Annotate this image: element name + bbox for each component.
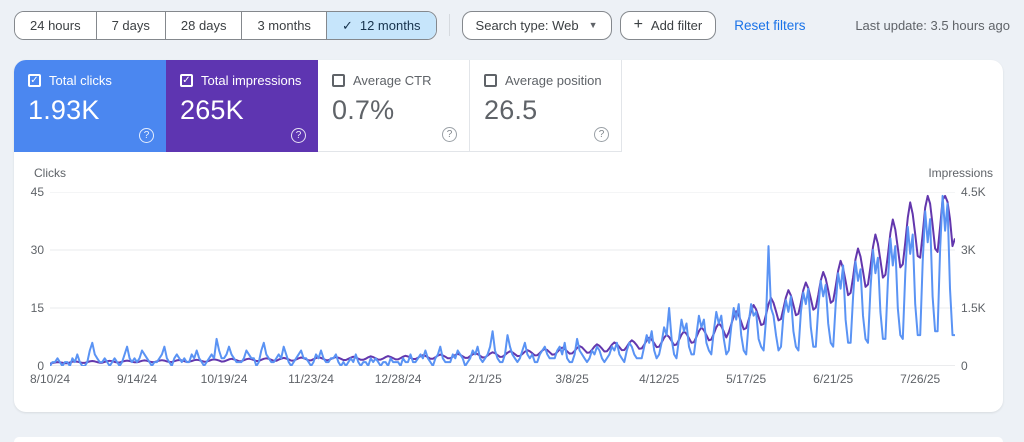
date-axis-tick: 4/12/25 [639, 372, 680, 386]
date-range-24-hours[interactable]: 24 hours [15, 11, 96, 39]
date-range-label: 3 months [257, 17, 311, 33]
date-axis-tick: 12/28/24 [374, 372, 422, 386]
chart-plot-area[interactable] [50, 192, 955, 366]
impressions-axis-tick: 3K [961, 243, 976, 257]
metrics-row-filler [622, 60, 1003, 152]
metric-value: 1.93K [28, 95, 100, 125]
search-type-dropdown[interactable]: Search type: Web ▼ [461, 10, 612, 40]
metric-label: Average position [505, 73, 602, 88]
date-axis-tick: 9/14/24 [116, 372, 158, 386]
help-icon[interactable]: ? [139, 128, 154, 143]
chart-svg [50, 192, 955, 366]
reset-filters-link[interactable]: Reset filters [734, 17, 806, 33]
date-range-12-months[interactable]: ✓ 12 months [325, 11, 436, 39]
date-range-label: 12 months [359, 17, 421, 33]
performance-panel: ✓ Total clicks 1.93K ? ✓ Total impressio… [14, 60, 1003, 412]
metric-card-total-impressions[interactable]: ✓ Total impressions 265K ? [166, 60, 318, 152]
clicks-axis-tick: 15 [30, 301, 44, 315]
help-icon[interactable]: ? [442, 127, 457, 142]
date-axis-tick: 10/19/24 [200, 372, 248, 386]
checkbox-average-ctr[interactable] [332, 74, 345, 87]
metric-card-total-clicks[interactable]: ✓ Total clicks 1.93K ? [14, 60, 166, 152]
impressions-axis-tick: 1.5K [961, 301, 986, 315]
toolbar-divider [448, 14, 450, 36]
metric-label: Average CTR [353, 73, 432, 88]
add-filter-label: Add filter [650, 17, 703, 33]
metric-value: 265K [180, 95, 244, 125]
date-axis-tick: 11/23/24 [288, 372, 334, 386]
impressions-line [50, 196, 955, 364]
metric-value: 26.5 [484, 95, 538, 125]
date-axis-tick: 2/1/25 [468, 372, 502, 386]
metrics-row: ✓ Total clicks 1.93K ? ✓ Total impressio… [14, 60, 1003, 152]
date-range-3-months[interactable]: 3 months [241, 11, 326, 39]
metric-label: Total impressions [201, 73, 302, 88]
checkbox-average-position[interactable] [484, 74, 497, 87]
clicks-axis-tick: 0 [37, 359, 44, 373]
last-update-text: Last update: 3.5 hours ago [855, 17, 1010, 33]
search-type-label: Search type: Web [475, 17, 579, 33]
date-axis-tick: 3/8/25 [555, 372, 589, 386]
date-range-group: 24 hours 7 days 28 days 3 months ✓ 12 mon… [14, 10, 437, 40]
date-axis-tick: 7/26/25 [900, 372, 941, 386]
next-panel-top-edge [14, 437, 1003, 442]
filter-toolbar: 24 hours 7 days 28 days 3 months ✓ 12 mon… [0, 0, 1024, 50]
date-axis-tick: 5/17/25 [726, 372, 767, 386]
left-axis-title: Clicks [34, 166, 66, 180]
date-range-label: 24 hours [30, 17, 81, 33]
caret-down-icon: ▼ [588, 20, 598, 30]
clicks-axis-tick: 45 [30, 185, 44, 199]
date-axis-tick: 8/10/24 [29, 372, 71, 386]
help-icon[interactable]: ? [291, 128, 306, 143]
date-range-28-days[interactable]: 28 days [164, 11, 242, 39]
metric-value: 0.7% [332, 95, 395, 125]
checkbox-total-clicks[interactable]: ✓ [28, 74, 41, 87]
date-range-7-days[interactable]: 7 days [95, 11, 165, 39]
metric-card-average-position[interactable]: Average position 26.5 ? [470, 60, 622, 152]
date-range-label: 28 days [180, 17, 227, 33]
plus-icon: + [633, 16, 643, 33]
x-axis-labels: 8/10/24 9/14/24 10/19/24 11/23/24 12/28/24 2/… [30, 372, 955, 388]
metric-card-average-ctr[interactable]: Average CTR 0.7% ? [318, 60, 470, 152]
add-filter-button[interactable]: + Add filter [619, 10, 717, 40]
impressions-axis-tick: 4.5K [961, 185, 986, 199]
help-icon[interactable]: ? [594, 127, 609, 142]
checkbox-total-impressions[interactable]: ✓ [180, 74, 193, 87]
clicks-axis-tick: 30 [30, 243, 44, 257]
right-axis-title: Impressions [928, 166, 993, 180]
clicks-line [50, 196, 955, 366]
check-icon: ✓ [341, 17, 353, 33]
performance-chart: Clicks Impressions 45 30 15 0 4.5K 3K 1.5K 0 8/… [14, 152, 1003, 412]
impressions-axis-tick: 0 [961, 359, 968, 373]
date-range-label: 7 days [111, 17, 150, 33]
date-axis-tick: 6/21/25 [813, 372, 854, 386]
metric-label: Total clicks [49, 73, 112, 88]
